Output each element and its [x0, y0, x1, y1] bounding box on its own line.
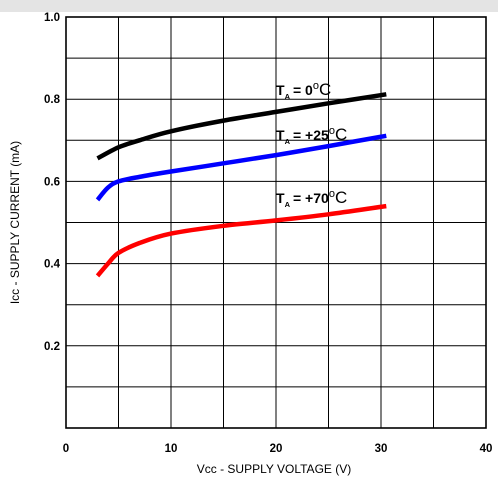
- curves: [95, 92, 387, 278]
- y-tick-label: 0.4: [44, 259, 61, 271]
- series-line-red: [95, 203, 387, 278]
- curve-labels: TA = 0oC TA = +25oC TA = +70oC: [276, 80, 347, 209]
- y-tick-label: 0.8: [44, 94, 61, 106]
- series-line-black: [96, 92, 387, 161]
- x-tick-label: 10: [165, 443, 178, 455]
- plot-frame: [65, 16, 487, 429]
- x-tick-label: 30: [375, 443, 388, 455]
- x-axis-label: Vcc - SUPPLY VOLTAGE (V): [197, 462, 351, 476]
- y-tick-label: 1.0: [44, 12, 60, 24]
- y-tick-label: 0.2: [44, 341, 60, 353]
- series-label: TA = +70oC: [276, 188, 347, 209]
- series-label: TA = 0oC: [276, 80, 331, 101]
- series-label: TA = +25oC: [276, 125, 347, 146]
- y-tick-label: 0.6: [44, 176, 60, 188]
- x-tick-label: 40: [480, 443, 493, 455]
- tick-labels: 0 10 20 30 40 0.2 0.4 0.6 0.8 1.0: [44, 12, 492, 455]
- series-line-blue: [95, 133, 387, 202]
- y-axis-label: Icc - SUPPLY CURRENT (mA): [8, 141, 22, 304]
- top-band: [0, 0, 498, 12]
- x-tick-label: 0: [63, 443, 69, 455]
- x-tick-label: 20: [270, 443, 283, 455]
